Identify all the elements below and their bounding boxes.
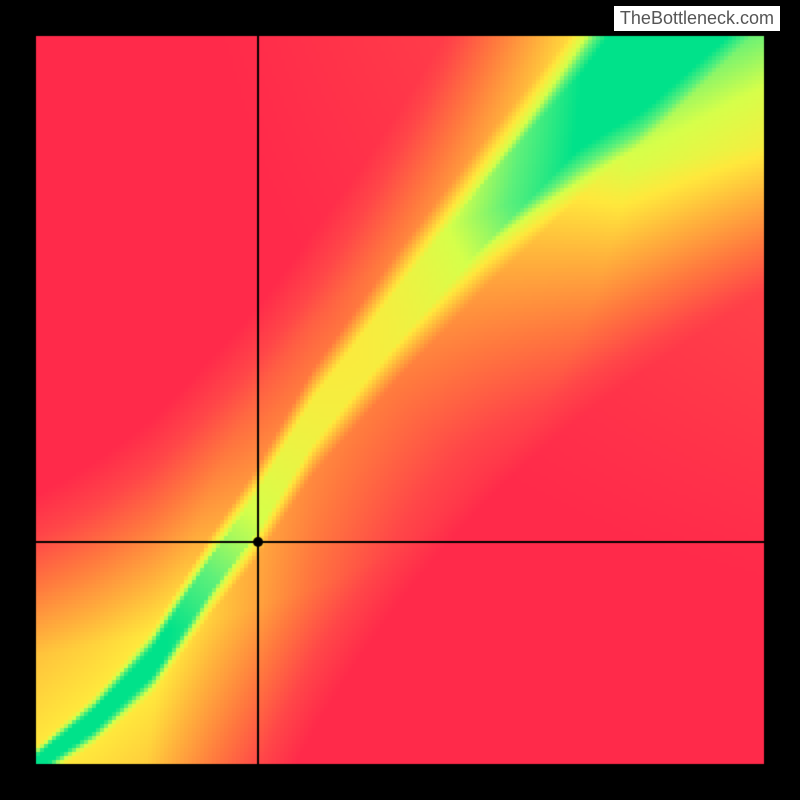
bottleneck-heatmap-canvas [0,0,800,800]
chart-outer-frame: TheBottleneck.com [0,0,800,800]
watermark-label: TheBottleneck.com [614,6,780,31]
